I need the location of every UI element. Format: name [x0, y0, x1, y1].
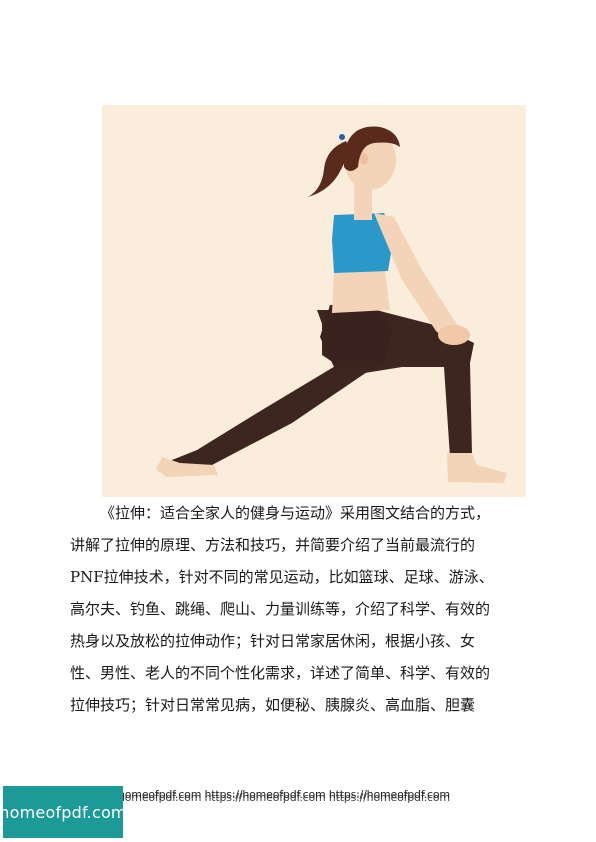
hair — [344, 126, 400, 171]
stretch-illustration — [102, 105, 526, 497]
paragraph-line: 拉伸技巧；针对日常常见病，如便秘、胰腺炎、高血脂、胆囊 — [70, 696, 476, 714]
ponytail — [308, 141, 350, 197]
watermark-line[interactable]: homeofpdf.com https://homeofpdf.com http… — [118, 791, 450, 804]
paragraph-line: 热身以及放松的拉伸动作；针对日常家居休闲，根据小孩、女 — [70, 632, 476, 650]
paragraph-line: PNF拉伸技术，针对不同的常见运动，比如篮球、足球、游泳、 — [70, 568, 494, 586]
arms — [374, 213, 466, 345]
torso — [332, 263, 390, 313]
logo-text: homeofpdf.com — [0, 802, 127, 822]
hands — [438, 325, 470, 345]
paragraph-line: 高尔夫、钓鱼、跳绳、爬山、力量训练等，介绍了科学、有效的 — [70, 600, 491, 618]
front-foot — [447, 453, 507, 483]
watermark-links[interactable]: homeofpdf.com https://homeofpdf.com http… — [118, 788, 450, 804]
paragraph-line: 讲解了拉伸的原理、方法和技巧，并简要介绍了当前最流行的 — [70, 536, 476, 554]
paragraph-line: 性、男性、老人的不同个性化需求，详述了简单、科学、有效的 — [70, 664, 491, 682]
paragraph-line: 《拉伸：适合全家人的健身与运动》采用图文结合的方式， — [100, 504, 491, 522]
site-logo[interactable]: homeofpdf.com — [0, 786, 127, 838]
watermark-line[interactable]: homeofpdf.com https://homeofpdf.com http… — [118, 788, 450, 801]
body-paragraph: 《拉伸：适合全家人的健身与运动》采用图文结合的方式， 讲解了拉伸的原理、方法和技… — [70, 497, 530, 721]
back-foot — [156, 457, 218, 477]
sports-top — [332, 213, 394, 273]
